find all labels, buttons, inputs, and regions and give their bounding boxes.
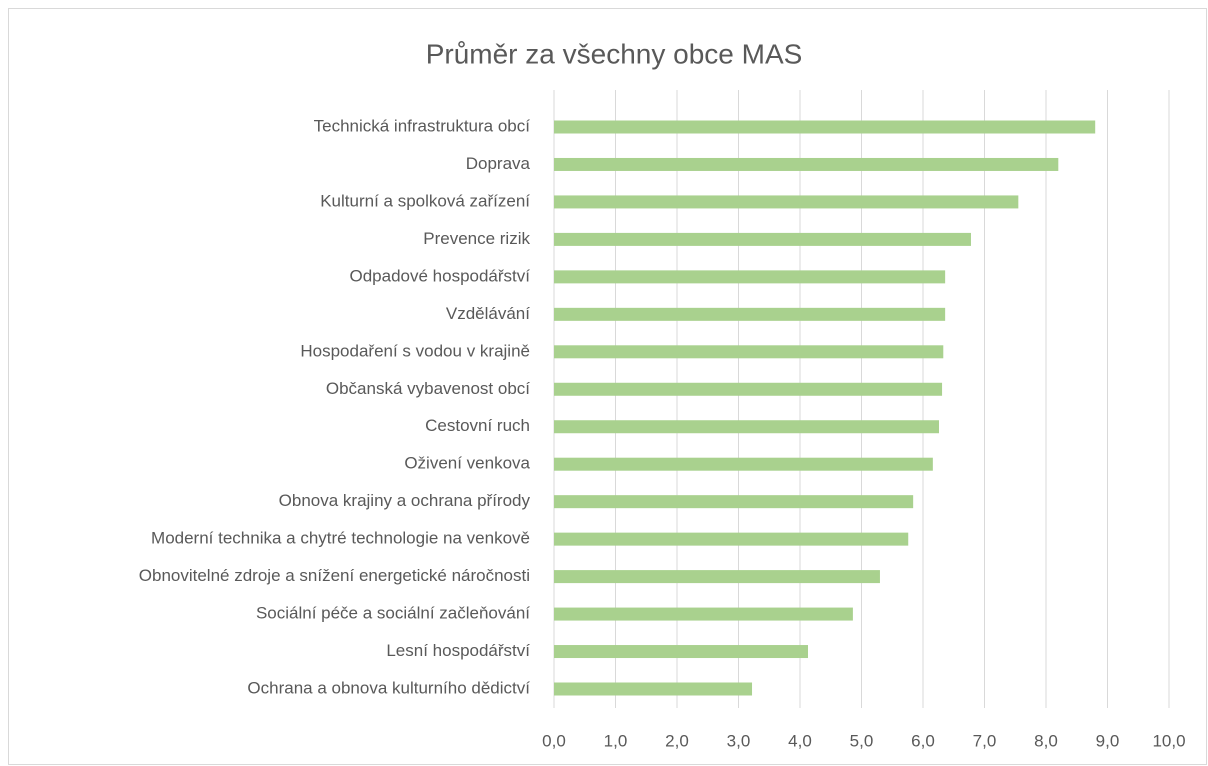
y-tick-label: Sociální péče a sociální začleňování	[256, 604, 530, 623]
x-tick-label: 9,0	[1096, 731, 1120, 750]
x-tick-label: 4,0	[788, 731, 812, 750]
x-tick-label: 7,0	[973, 731, 997, 750]
bar	[554, 682, 753, 696]
x-tick-label: 6,0	[911, 731, 935, 750]
bar	[554, 232, 971, 246]
y-tick-label: Odpadové hospodářství	[349, 266, 530, 285]
x-tick-label: 0,0	[542, 731, 566, 750]
y-tick-label: Občanská vybavenost obcí	[326, 379, 530, 398]
bar	[554, 307, 946, 321]
bar	[554, 607, 853, 621]
y-tick-label: Kulturní a spolková zařízení	[320, 191, 530, 210]
bar	[554, 495, 914, 509]
x-tick-label: 3,0	[727, 731, 751, 750]
bar	[554, 270, 946, 284]
y-tick-label: Oživení venkova	[404, 454, 530, 473]
chart-title: Průměr za všechny obce MAS	[426, 38, 803, 69]
x-tick-label: 5,0	[850, 731, 874, 750]
bar	[554, 382, 943, 396]
x-tick-label: 2,0	[665, 731, 689, 750]
bar	[554, 570, 880, 584]
x-tick-label: 8,0	[1034, 731, 1058, 750]
y-tick-label: Hospodaření s vodou v krajině	[300, 341, 530, 360]
y-tick-label: Moderní technika a chytré technologie na…	[151, 529, 530, 548]
bar	[554, 120, 1096, 134]
y-tick-label: Ochrana a obnova kulturního dědictví	[247, 678, 530, 697]
y-tick-label: Lesní hospodářství	[386, 641, 530, 660]
bar	[554, 195, 1019, 209]
y-tick-label: Obnovitelné zdroje a snížení energetické…	[139, 566, 530, 585]
bar	[554, 532, 909, 546]
y-tick-label: Vzdělávání	[446, 304, 530, 323]
x-tick-label: 10,0	[1152, 731, 1185, 750]
y-tick-label: Technická infrastruktura obcí	[314, 116, 531, 135]
bar	[554, 345, 944, 359]
y-tick-label: Obnova krajiny a ochrana přírody	[279, 491, 531, 510]
bar	[554, 645, 808, 659]
bar	[554, 457, 933, 471]
x-tick-label: 1,0	[604, 731, 628, 750]
y-tick-label: Cestovní ruch	[425, 416, 530, 435]
bar	[554, 420, 939, 434]
y-tick-label: Prevence rizik	[423, 229, 530, 248]
y-tick-label: Doprava	[466, 154, 531, 173]
bar	[554, 157, 1059, 171]
